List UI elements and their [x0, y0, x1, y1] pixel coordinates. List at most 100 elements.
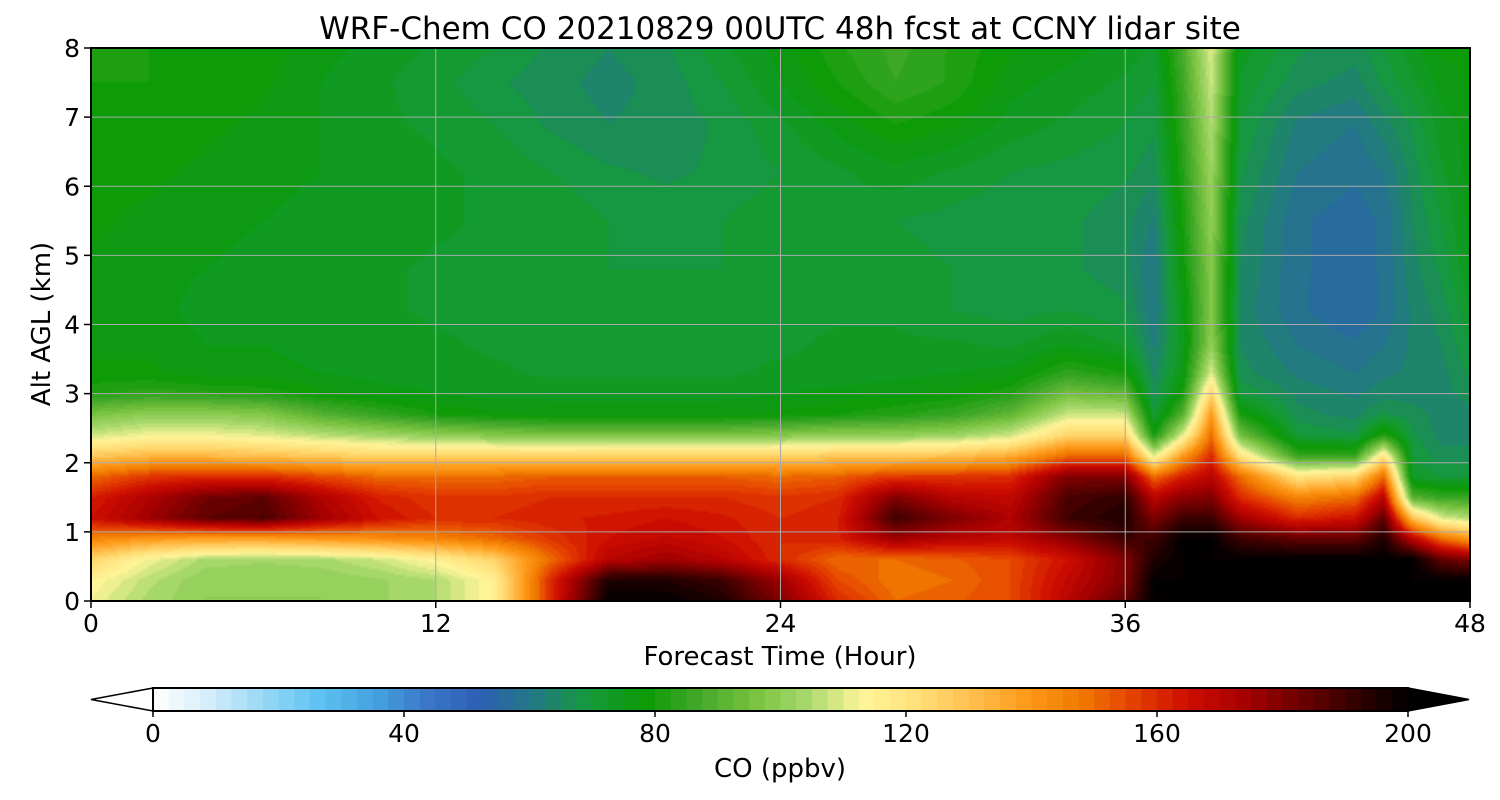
colorbar-swatch: [1078, 688, 1095, 711]
colorbar-swatch: [498, 688, 515, 711]
colorbar-swatch: [1015, 688, 1033, 711]
colorbar-swatch: [419, 688, 436, 711]
colorbar-swatch: [858, 688, 876, 711]
colorbar-swatch: [200, 688, 217, 711]
x-tick-label-36: 36: [1109, 609, 1141, 638]
colorbar-tick-label-160: 160: [1133, 719, 1181, 748]
colorbar-swatch: [1157, 688, 1174, 711]
colorbar-swatch: [984, 688, 1001, 711]
colorbar-swatches: [153, 688, 1409, 711]
colorbar-swatch: [1376, 688, 1393, 711]
colorbar-tick-label-200: 200: [1384, 719, 1432, 748]
y-tick-label-8: 8: [64, 34, 80, 63]
colorbar-swatch: [1062, 688, 1080, 711]
colorbar-swatch: [435, 688, 452, 711]
colorbar-swatch: [1094, 688, 1111, 711]
colorbar-low-extend: [90, 687, 154, 712]
colorbar-tick-label-0: 0: [145, 719, 161, 748]
colorbar-swatch: [749, 688, 766, 711]
colorbar-swatch: [1282, 688, 1299, 711]
colorbar-label: CO (ppbv): [714, 754, 846, 784]
y-tick-label-1: 1: [64, 518, 80, 547]
colorbar-swatch: [372, 688, 389, 711]
colorbar-swatch: [921, 688, 938, 711]
colorbar-swatch: [325, 688, 342, 711]
colorbar-swatch: [874, 688, 891, 711]
y-axis-label: Alt AGL (km): [27, 242, 57, 406]
colorbar-swatch: [1000, 688, 1017, 711]
colorbar-swatch: [968, 688, 986, 711]
colorbar-swatch: [906, 688, 923, 711]
colorbar-swatch: [309, 688, 327, 711]
y-tick-label-2: 2: [64, 449, 80, 478]
colorbar-swatch: [513, 688, 531, 711]
colorbar-swatch: [1047, 688, 1064, 711]
x-tick-label-24: 24: [765, 609, 797, 638]
colorbar-high-extend: [1407, 687, 1470, 712]
colorbar-swatch: [827, 688, 844, 711]
colorbar-swatch: [215, 688, 233, 711]
colorbar-swatch: [482, 688, 499, 711]
colorbar-swatch: [623, 688, 640, 711]
colorbar: 0 40 80 120 160 200: [90, 687, 1470, 748]
colorbar-swatch: [466, 688, 484, 711]
y-tick-label-3: 3: [64, 380, 80, 409]
x-axis: 0 12 24 36 48: [83, 601, 1486, 638]
colorbar-swatch: [168, 688, 185, 711]
colorbar-swatch: [639, 688, 656, 711]
y-tick-label-7: 7: [64, 103, 80, 132]
y-axis: 0 1 2 3 4 5 6 7 8: [64, 34, 91, 616]
colorbar-swatch: [1172, 688, 1189, 711]
chart-title: WRF-Chem CO 20210829 00UTC 48h fcst at C…: [319, 11, 1241, 47]
colorbar-swatch: [1125, 688, 1142, 711]
colorbar-swatch: [1219, 688, 1237, 711]
colorbar-swatch: [1109, 688, 1127, 711]
colorbar-frame: [152, 687, 1409, 712]
colorbar-swatch: [1345, 688, 1362, 711]
colorbar-swatch: [733, 688, 750, 711]
x-axis-label: Forecast Time (Hour): [643, 642, 916, 672]
colorbar-swatch: [1235, 688, 1252, 711]
colorbar-swatch: [1392, 688, 1409, 711]
colorbar-swatch: [341, 688, 358, 711]
colorbar-swatch: [153, 688, 170, 711]
colorbar-swatch: [655, 688, 672, 711]
colorbar-swatch: [717, 688, 735, 711]
colorbar-swatch: [404, 688, 421, 711]
colorbar-swatch: [764, 688, 782, 711]
colorbar-swatch: [1204, 688, 1221, 711]
colorbar-swatch: [1266, 688, 1284, 711]
y-tick-label-4: 4: [64, 311, 80, 340]
colorbar-swatch: [184, 688, 201, 711]
colorbar-swatch: [890, 688, 907, 711]
colorbar-swatch: [811, 688, 829, 711]
colorbar-swatch: [953, 688, 970, 711]
colorbar-swatch: [937, 688, 954, 711]
colorbar-swatch: [388, 688, 405, 711]
colorbar-swatch: [576, 688, 593, 711]
colorbar-swatch: [843, 688, 860, 711]
colorbar-swatch: [1031, 688, 1048, 711]
colorbar-swatch: [686, 688, 703, 711]
colorbar-swatch: [1329, 688, 1346, 711]
x-tick-label-48: 48: [1454, 609, 1486, 638]
colorbar-swatch: [1188, 688, 1205, 711]
colorbar-swatch: [1141, 688, 1158, 711]
colorbar-swatch: [1251, 688, 1268, 711]
colorbar-swatch: [451, 688, 468, 711]
colorbar-swatch: [670, 688, 687, 711]
colorbar-swatch: [545, 688, 562, 711]
y-tick-label-0: 0: [64, 587, 80, 616]
colorbar-swatch: [592, 688, 609, 711]
colorbar-swatch: [278, 688, 295, 711]
colorbar-swatch: [1360, 688, 1378, 711]
colorbar-swatch: [1313, 688, 1331, 711]
colorbar-swatch: [294, 688, 311, 711]
colorbar-swatch: [560, 688, 578, 711]
y-tick-label-6: 6: [64, 172, 80, 201]
colorbar-swatch: [607, 688, 625, 711]
colorbar-swatch: [356, 688, 374, 711]
colorbar-swatch: [702, 688, 719, 711]
colorbar-swatch: [529, 688, 546, 711]
